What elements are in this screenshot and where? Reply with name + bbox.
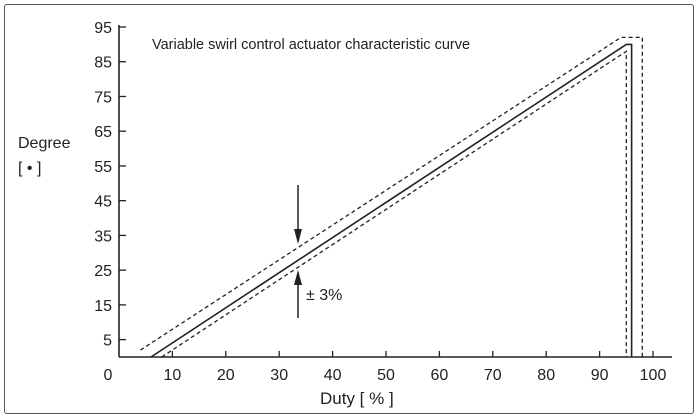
arrow-down-head bbox=[294, 229, 302, 244]
x-tick-label: 100 bbox=[640, 367, 667, 384]
y-axis-label: Degree bbox=[18, 135, 71, 152]
tolerance-arrows bbox=[294, 185, 302, 318]
x-tick-label: 60 bbox=[431, 367, 449, 384]
tolerance-curve-2 bbox=[161, 50, 627, 358]
x-tick-label: 50 bbox=[377, 367, 395, 384]
x-tick-label: 30 bbox=[270, 367, 288, 384]
nominal-curve bbox=[150, 43, 633, 358]
y-tick-label: 55 bbox=[94, 159, 112, 176]
x-axis-label: Duty [ % ] bbox=[320, 389, 394, 408]
series-layer bbox=[140, 36, 643, 358]
arrow-up-head bbox=[294, 270, 302, 285]
tolerance-label: ± 3% bbox=[306, 287, 342, 304]
y-tick-label: 45 bbox=[94, 194, 112, 211]
x-tick-label: 10 bbox=[164, 367, 182, 384]
x-tick-label: 90 bbox=[591, 367, 609, 384]
y-tick-label: 15 bbox=[94, 298, 112, 315]
x-tick-label: 80 bbox=[537, 367, 555, 384]
y-tick-label: 95 bbox=[94, 20, 112, 37]
y-tick-label: 35 bbox=[94, 228, 112, 245]
axes: 0 10 20 30 40 50 60 70 80 90 100 5 15 25 35 45 55 65 75 85 9… bbox=[94, 20, 672, 384]
chart-title: Variable swirl control actuator characte… bbox=[152, 37, 470, 53]
x-tick-label: 20 bbox=[217, 367, 235, 384]
y-tick-label: 5 bbox=[103, 333, 112, 350]
y-tick-label: 85 bbox=[94, 55, 112, 72]
y-tick-label: 25 bbox=[94, 263, 112, 280]
x-tick-label: 0 bbox=[104, 367, 113, 384]
y-tick-label: 75 bbox=[94, 89, 112, 106]
y-axis-unit: [ • ] bbox=[18, 160, 41, 177]
tolerance-curve-1 bbox=[140, 36, 643, 357]
x-tick-label: 40 bbox=[324, 367, 342, 384]
x-tick-label: 70 bbox=[484, 367, 502, 384]
y-tick-label: 65 bbox=[94, 124, 112, 141]
